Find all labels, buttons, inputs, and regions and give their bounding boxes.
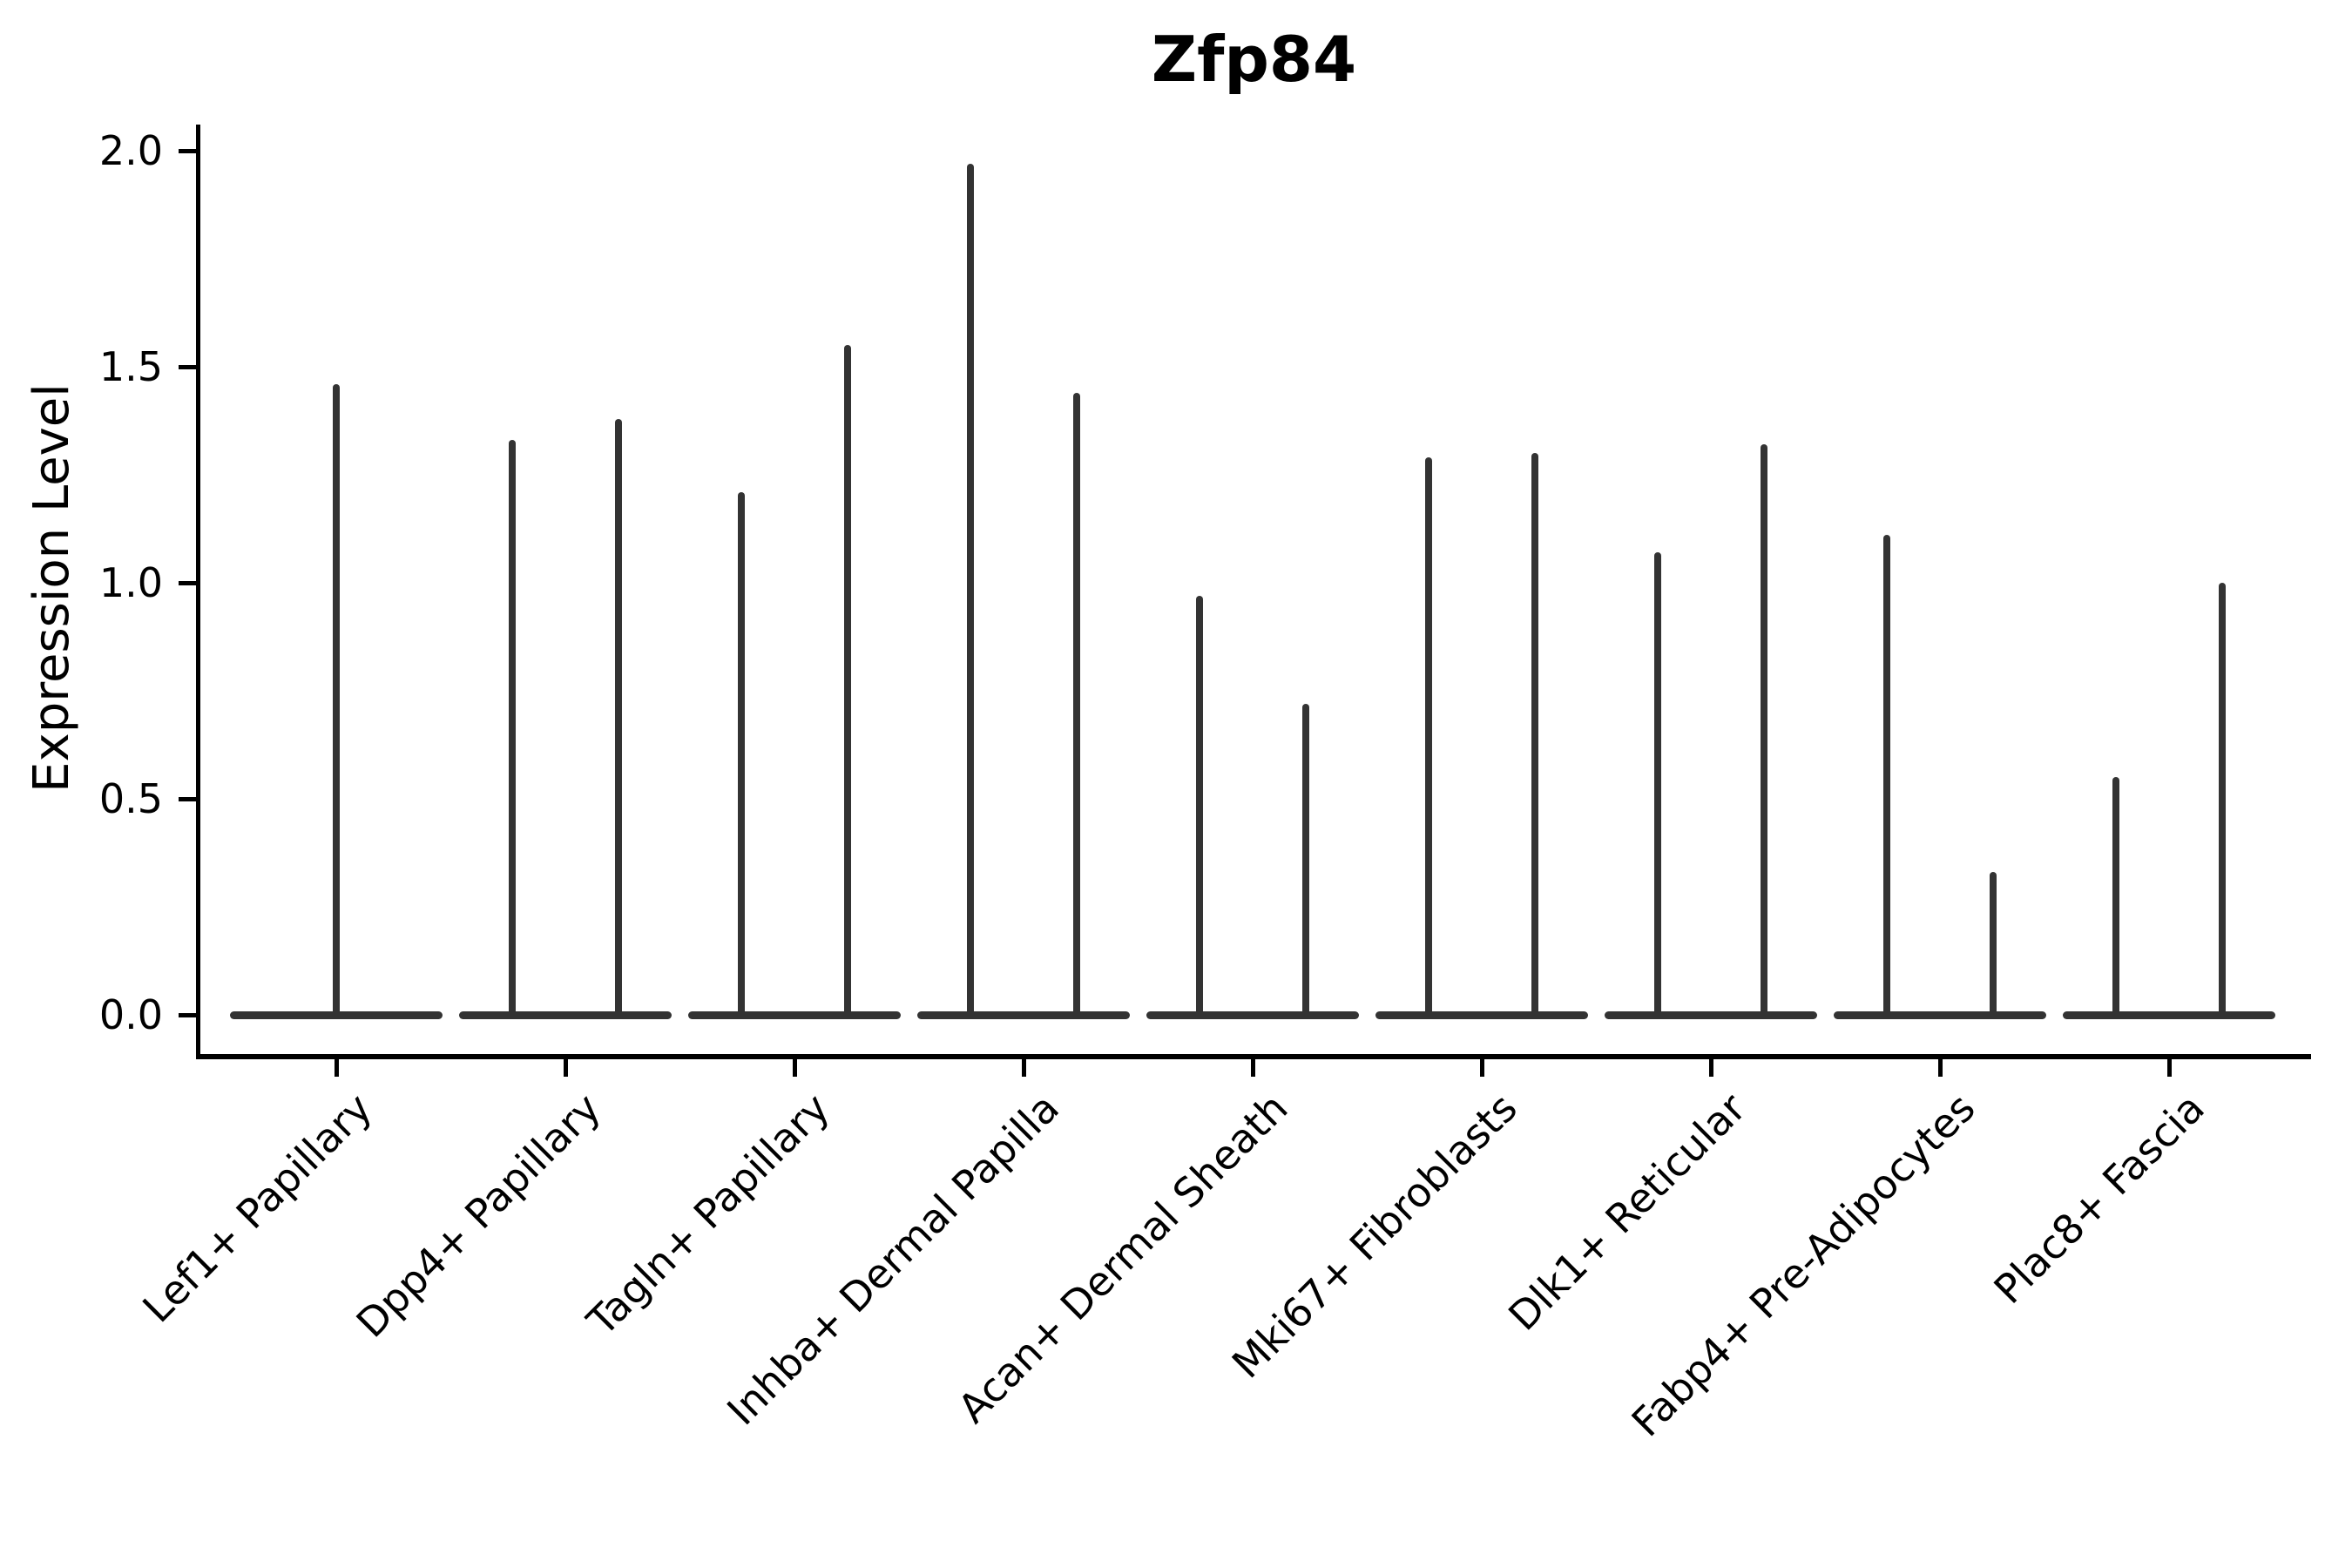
y-tick-label: 0.5 [98,775,163,822]
y-tick-label: 0.0 [98,991,163,1038]
violin-spike [844,345,851,1017]
x-tick-label: Lef1+ Papillary [132,1084,381,1332]
x-tick-label: Tagln+ Papillary [578,1084,839,1345]
x-axis-spine [196,1054,2311,1059]
violin-base [459,1011,672,1019]
x-tick-mark [1938,1059,1943,1077]
x-tick-label: Dpp4+ Papillary [347,1084,610,1347]
y-tick-label: 1.5 [98,343,163,390]
violin-spike [1425,457,1432,1017]
x-tick-mark [1022,1059,1026,1077]
violin-base [1834,1011,2046,1019]
violin-spike [967,164,974,1017]
x-tick-mark [2167,1059,2172,1077]
violin-spike [1073,393,1080,1017]
y-tick-mark [179,149,196,153]
y-tick-label: 1.0 [98,559,163,606]
violin-spike [738,492,745,1017]
x-tick-mark [793,1059,797,1077]
violin-base [1375,1011,1588,1019]
violin-spike [1302,704,1309,1017]
x-tick-label: Dlk1+ Reticular [1499,1084,1755,1340]
violin-base [2063,1011,2275,1019]
violin-base [917,1011,1130,1019]
violin-spike [615,419,622,1017]
x-tick-label: Plac8+ Fascia [1984,1084,2213,1313]
violin-spike [1883,535,1890,1017]
y-tick-label: 2.0 [98,127,163,174]
violin-spike [1196,596,1203,1017]
violin-base [1605,1011,1817,1019]
x-tick-mark [1709,1059,1713,1077]
y-tick-mark [179,365,196,369]
y-tick-mark [179,581,196,585]
violin-spike [1531,453,1538,1017]
x-tick-mark [1480,1059,1484,1077]
violin-spike [1990,872,1997,1017]
violin-spike [333,384,340,1017]
violin-spike [1654,552,1661,1017]
violin-spike [2219,583,2226,1017]
y-tick-mark [179,1013,196,1017]
x-tick-mark [564,1059,568,1077]
x-tick-mark [335,1059,339,1077]
violin-base [1146,1011,1359,1019]
plot-title: Zfp84 [1151,23,1357,96]
violin-spike [1761,444,1767,1017]
y-tick-mark [179,797,196,801]
violin-base [688,1011,901,1019]
x-tick-mark [1251,1059,1255,1077]
violin-spike [2112,777,2119,1017]
violin-spike [509,440,516,1017]
y-axis-spine [196,125,200,1059]
